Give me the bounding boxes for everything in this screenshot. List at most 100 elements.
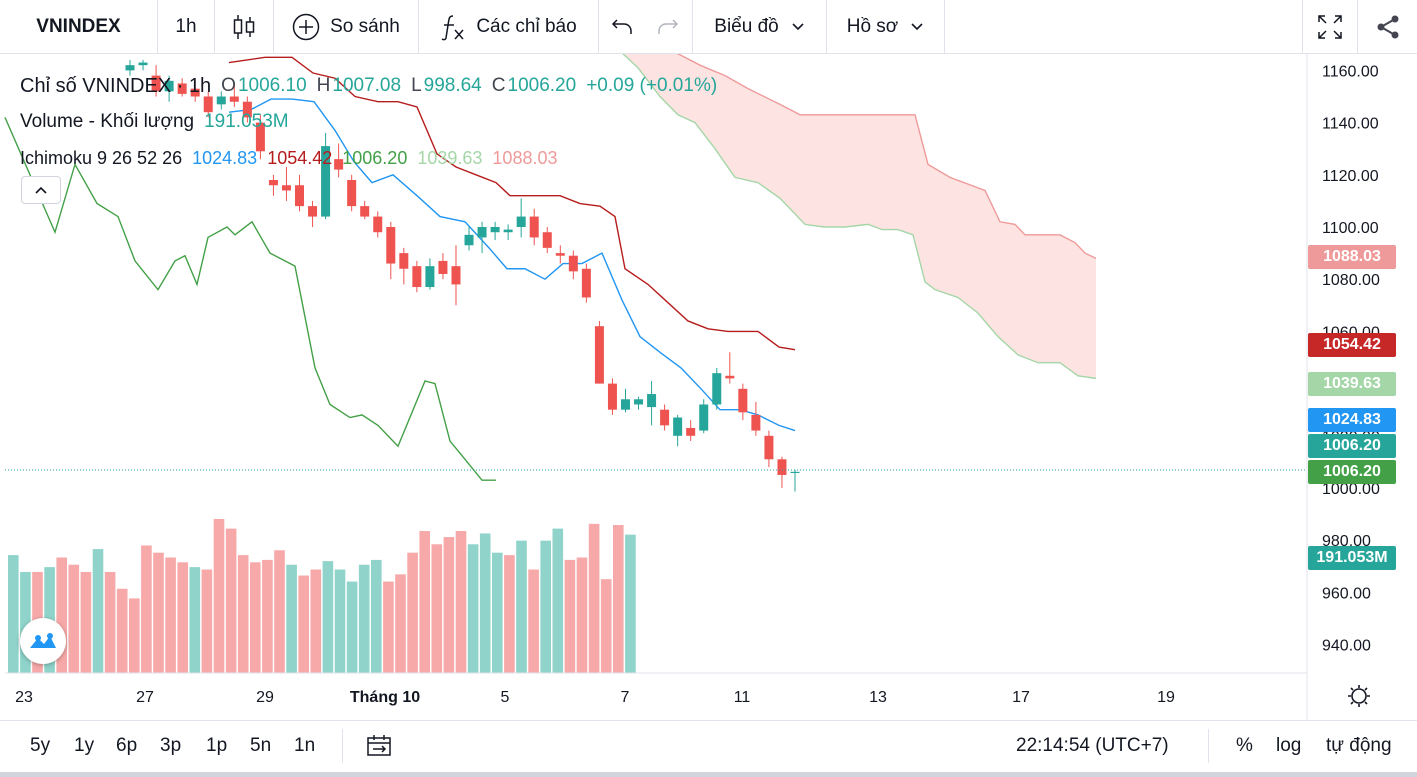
timezone-button[interactable]: 22:14:54 (UTC+7) (1016, 735, 1169, 756)
volume-bar (431, 544, 443, 673)
ichimoku-label: Ichimoku 9 26 52 26 (20, 147, 183, 168)
candle-body (216, 96, 226, 105)
price-axis-tick: 1000.00 (1322, 481, 1380, 498)
volume-bar (68, 564, 80, 673)
toolbar-divider (418, 0, 419, 54)
candle-body (177, 83, 187, 94)
profile-label: Hồ sơ (846, 16, 899, 37)
candle-body (295, 185, 305, 207)
candle-body (399, 253, 409, 269)
candle-body (712, 373, 722, 405)
time-axis[interactable]: 23 27 29 Tháng 10 5 7 11 13 17 19 (15, 689, 1175, 706)
candle-body (125, 65, 135, 71)
auto-scale-button[interactable]: tự động (1326, 735, 1392, 756)
tradingview-logo-button[interactable] (20, 618, 66, 664)
date-range-button[interactable] (366, 721, 394, 771)
high-label: H (316, 75, 331, 96)
ichimoku-span-b-value: 1088.03 (492, 147, 558, 168)
candle-body (738, 388, 748, 413)
volume-bar (613, 525, 624, 673)
toolbar-divider (1357, 0, 1358, 54)
volume-bar (92, 549, 104, 673)
log-scale-button[interactable]: log (1276, 735, 1302, 756)
ichimoku-conversion-value: 1024.83 (192, 147, 258, 168)
symbol-label: VNINDEX (36, 16, 121, 37)
candle-body (647, 394, 657, 408)
candle-body (777, 459, 787, 475)
legend-ichimoku[interactable]: Ichimoku 9 26 52 26 1024.83 1054.42 1006… (20, 140, 727, 176)
series-title: Chỉ số VNINDEX · 1h (20, 74, 212, 97)
candle-body (334, 159, 344, 170)
volume-bars (8, 519, 636, 673)
high-value: 1007.08 (332, 75, 402, 96)
volume-bar (8, 555, 19, 673)
candle-body (660, 409, 670, 426)
profile-dropdown[interactable]: Hồ sơ (827, 0, 944, 54)
candle-body (725, 375, 735, 379)
chart-type-dropdown[interactable]: Biểu đồ (693, 0, 826, 54)
volume-bar (129, 598, 140, 673)
candle-body (164, 80, 174, 92)
range-3m-button[interactable]: 3p (160, 735, 182, 756)
ichimoku-span-a-value: 1039.63 (417, 147, 483, 168)
range-1d-button[interactable]: 1n (294, 735, 316, 756)
volume-bar (237, 555, 249, 673)
fullscreen-button[interactable] (1303, 0, 1357, 54)
volume-bar (201, 569, 213, 673)
candle-body (425, 266, 435, 288)
change-value: +0.09 (+0.01%) (586, 75, 718, 96)
ichimoku-span-b-line (676, 54, 1097, 259)
ichimoku-cloud (623, 54, 1096, 379)
time-axis-tick: Tháng 10 (350, 689, 420, 706)
volume-bar (116, 588, 128, 673)
time-axis-tick: 27 (136, 689, 154, 706)
candle-body (281, 185, 291, 191)
compare-button[interactable]: So sánh (274, 0, 418, 54)
legend-collapse-button[interactable] (21, 176, 61, 204)
time-axis-settings-button[interactable] (1348, 685, 1370, 707)
volume-bar (322, 561, 334, 673)
bottom-toolbar: 5y 1y 6p 3p 1p 5n 1n 22:14:54 (UTC+7) % … (0, 720, 1417, 772)
redo-button[interactable] (645, 0, 691, 54)
volume-bar (153, 552, 164, 673)
chevron-down-icon (911, 23, 923, 31)
candle-body (503, 229, 513, 233)
toolbar-divider (598, 0, 599, 54)
volume-bar (600, 579, 612, 673)
volume-label: Volume - Khối lượng (20, 111, 195, 132)
share-button[interactable] (1358, 0, 1417, 54)
candle-body (229, 96, 239, 102)
toolbar-divider (273, 0, 274, 54)
undo-button[interactable] (599, 0, 645, 54)
plus-circle-icon (292, 13, 320, 41)
compare-label: So sánh (330, 16, 400, 37)
range-5y-button[interactable]: 5y (30, 735, 51, 756)
volume-bar (383, 581, 394, 673)
candle-body (412, 266, 422, 288)
undo-icon (611, 19, 632, 34)
range-1y-button[interactable]: 1y (74, 735, 95, 756)
candle-type-button[interactable] (215, 0, 273, 54)
interval-button[interactable]: 1h (158, 0, 214, 54)
candles (125, 59, 800, 492)
ichimoku-lagging-value: 1006.20 (342, 147, 408, 168)
time-axis-tick: 29 (256, 689, 274, 706)
volume-bar (310, 569, 322, 673)
legend-volume[interactable]: Volume - Khối lượng 191.053M (20, 104, 727, 140)
range-1m-button[interactable]: 1p (206, 735, 228, 756)
percent-scale-button[interactable]: % (1236, 735, 1253, 756)
range-5d-button[interactable]: 5n (250, 735, 272, 756)
redo-icon (658, 19, 679, 34)
time-axis-tick: 19 (1157, 689, 1175, 706)
symbol-button[interactable]: VNINDEX (0, 0, 157, 54)
candle-body (451, 266, 461, 285)
volume-value: 191.053M (204, 111, 289, 132)
fullscreen-icon (1318, 15, 1342, 39)
range-6m-button[interactable]: 6p (116, 735, 138, 756)
indicators-button[interactable]: Các chỉ báo (419, 0, 598, 54)
ichimoku-base-line (228, 56, 796, 351)
candle-body (699, 404, 709, 431)
candle-body (607, 383, 617, 410)
volume-bar (298, 575, 309, 673)
